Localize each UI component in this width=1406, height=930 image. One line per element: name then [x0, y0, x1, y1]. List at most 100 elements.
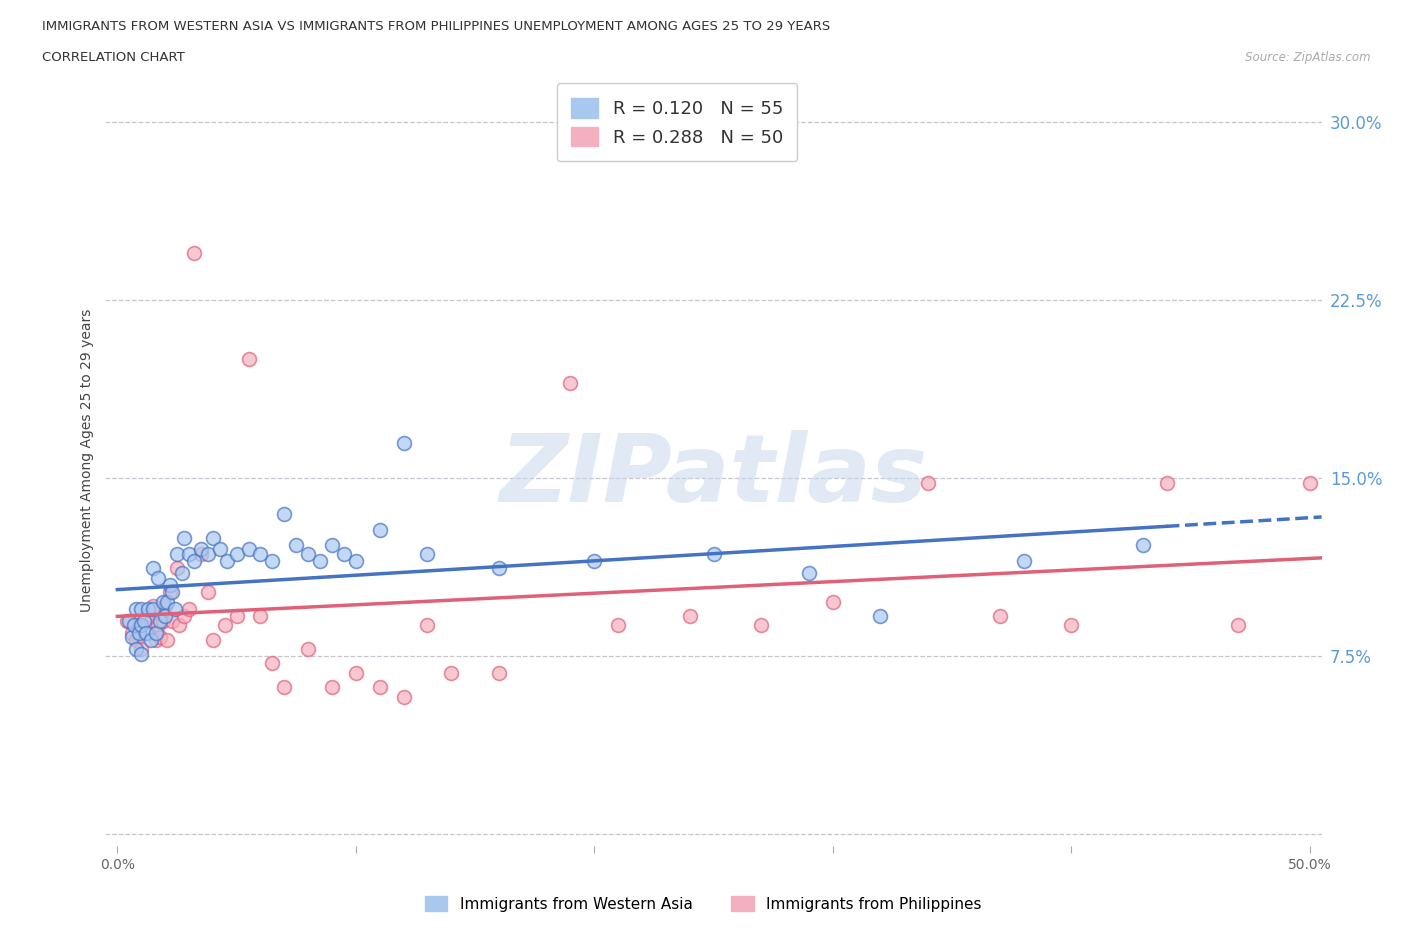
Point: [285, 538, 308, 552]
Point: [125, 642, 148, 657]
Point: [166, 561, 188, 576]
Point: [197, 585, 219, 600]
Point: [149, 613, 172, 628]
Point: [321, 538, 343, 552]
Point: [173, 608, 195, 623]
Point: [152, 613, 174, 628]
Point: [159, 585, 181, 600]
Point: [560, 376, 582, 391]
Point: [160, 585, 183, 600]
Point: [160, 613, 183, 628]
Point: [1012, 554, 1035, 569]
Point: [416, 618, 439, 632]
Point: [1132, 538, 1154, 552]
Point: [333, 547, 356, 562]
Point: [159, 578, 181, 592]
Point: [139, 632, 162, 647]
Point: [368, 523, 391, 538]
Point: [129, 642, 152, 657]
Point: [214, 618, 236, 632]
Point: [118, 613, 141, 628]
Legend: R = 0.120   N = 55, R = 0.288   N = 50: R = 0.120 N = 55, R = 0.288 N = 50: [557, 84, 797, 161]
Y-axis label: Unemployment Among Ages 25 to 29 years: Unemployment Among Ages 25 to 29 years: [80, 309, 94, 612]
Point: [797, 565, 820, 580]
Point: [344, 666, 367, 681]
Point: [368, 680, 391, 695]
Point: [309, 554, 332, 569]
Point: [392, 435, 415, 450]
Point: [583, 554, 606, 569]
Point: [273, 506, 295, 521]
Point: [262, 656, 284, 671]
Point: [177, 602, 200, 617]
Text: CORRELATION CHART: CORRELATION CHART: [42, 51, 186, 64]
Point: [169, 618, 191, 632]
Text: ZIPatlas: ZIPatlas: [499, 430, 928, 522]
Point: [190, 542, 212, 557]
Point: [249, 608, 271, 623]
Point: [153, 608, 176, 623]
Point: [121, 625, 143, 640]
Point: [225, 547, 247, 562]
Point: [138, 602, 160, 617]
Point: [142, 599, 165, 614]
Point: [138, 625, 160, 640]
Point: [1156, 475, 1178, 490]
Point: [146, 570, 169, 585]
Point: [152, 594, 174, 609]
Point: [988, 608, 1011, 623]
Point: [321, 680, 343, 695]
Point: [135, 625, 157, 640]
Point: [177, 547, 200, 562]
Point: [238, 352, 260, 366]
Point: [1227, 618, 1250, 632]
Point: [125, 632, 148, 647]
Point: [183, 246, 205, 260]
Point: [125, 602, 148, 617]
Point: [297, 547, 319, 562]
Point: [238, 542, 260, 557]
Point: [142, 602, 165, 617]
Point: [297, 642, 319, 657]
Point: [344, 554, 367, 569]
Point: [173, 530, 195, 545]
Point: [249, 547, 271, 562]
Point: [190, 547, 212, 562]
Text: IMMIGRANTS FROM WESTERN ASIA VS IMMIGRANTS FROM PHILIPPINES UNEMPLOYMENT AMONG A: IMMIGRANTS FROM WESTERN ASIA VS IMMIGRAN…: [42, 20, 831, 33]
Point: [129, 618, 152, 632]
Point: [416, 547, 439, 562]
Point: [262, 554, 284, 569]
Point: [139, 613, 162, 628]
Point: [821, 594, 844, 609]
Point: [183, 554, 205, 569]
Point: [225, 608, 247, 623]
Point: [215, 554, 238, 569]
Point: [392, 689, 415, 704]
Legend: Immigrants from Western Asia, Immigrants from Philippines: Immigrants from Western Asia, Immigrants…: [419, 889, 987, 918]
Point: [749, 618, 772, 632]
Point: [1060, 618, 1083, 632]
Point: [153, 599, 176, 614]
Point: [197, 547, 219, 562]
Point: [128, 625, 150, 640]
Point: [917, 475, 939, 490]
Point: [201, 632, 224, 647]
Point: [146, 618, 169, 632]
Point: [607, 618, 630, 632]
Point: [488, 561, 510, 576]
Point: [488, 666, 510, 681]
Point: [166, 547, 188, 562]
Point: [1299, 475, 1322, 490]
Point: [145, 625, 167, 640]
Point: [163, 602, 186, 617]
Point: [156, 632, 179, 647]
Point: [702, 547, 725, 562]
Point: [170, 565, 193, 580]
Point: [273, 680, 295, 695]
Text: Source: ZipAtlas.com: Source: ZipAtlas.com: [1246, 51, 1371, 64]
Point: [201, 530, 224, 545]
Point: [122, 618, 145, 632]
Point: [679, 608, 702, 623]
Point: [142, 561, 165, 576]
Point: [121, 630, 143, 644]
